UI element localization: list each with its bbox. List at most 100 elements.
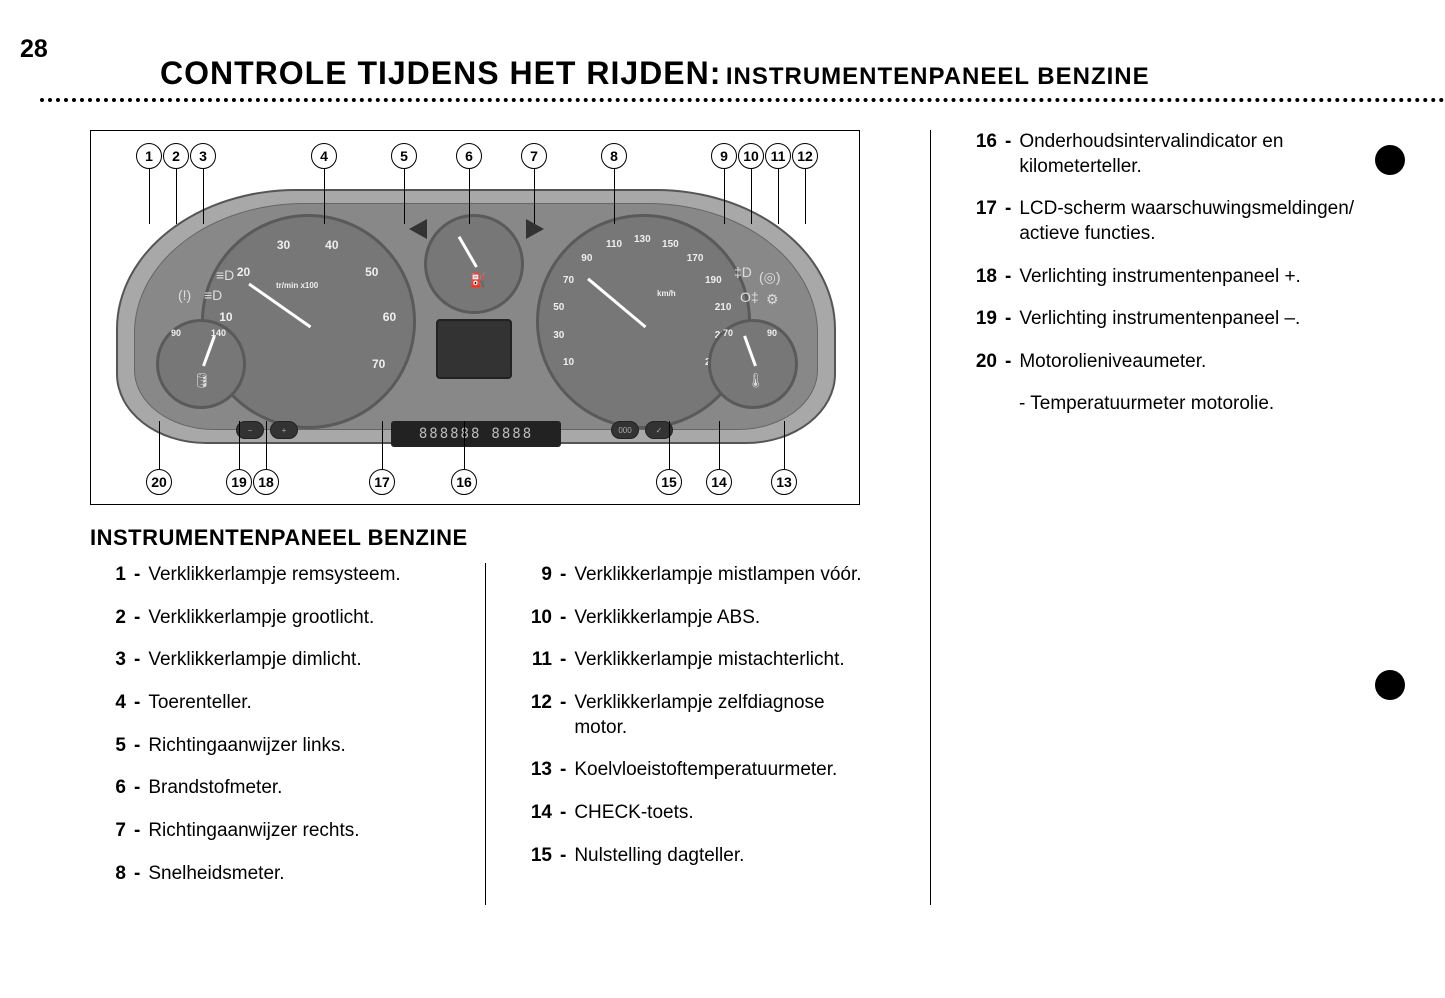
- brightness-plus-button[interactable]: +: [270, 421, 298, 439]
- legend-item-16: 16-Onderhoudsintervalindicator en kilome…: [961, 130, 1405, 179]
- legend-num: 9: [516, 563, 552, 588]
- legend-item-4: 4-Toerenteller.: [90, 691, 485, 716]
- turn-signal-right-icon: [526, 219, 544, 239]
- legend-text: Verklikkerlampje zelfdiagnose motor.: [574, 691, 880, 740]
- legend-item-13: 13-Koelvloeistoftemperatuurmeter.: [516, 758, 880, 783]
- callout-line-2: [176, 169, 177, 224]
- odometer-left: 888888: [419, 426, 482, 442]
- legend-item-8: 8-Snelheidsmeter.: [90, 862, 485, 887]
- tacho-num-70: 70: [372, 357, 385, 371]
- legend-dash: -: [134, 691, 140, 716]
- callout-19: 19: [226, 469, 252, 495]
- tacho-num-50: 50: [365, 265, 378, 279]
- callout-line-5: [404, 169, 405, 224]
- legend-item-1: 1-Verklikkerlampje remsysteem.: [90, 563, 485, 588]
- content-area: 123456789101112 2019181716151413 0102030…: [90, 130, 1405, 905]
- callout-14: 14: [706, 469, 732, 495]
- tacho-num-60: 60: [383, 310, 396, 324]
- legend-dash: -: [560, 606, 566, 631]
- page-number: 28: [20, 35, 48, 64]
- callout-20: 20: [146, 469, 172, 495]
- legend-dash: -: [1005, 130, 1011, 179]
- callout-line-3: [203, 169, 204, 224]
- speedo-unit: km/h: [657, 289, 676, 298]
- legend-num: 19: [961, 307, 997, 332]
- legend-dash: -: [560, 648, 566, 673]
- legend-num: 20: [961, 350, 997, 375]
- legend-num: 10: [516, 606, 552, 631]
- callout-line-8: [614, 169, 615, 224]
- callout-1: 1: [136, 143, 162, 169]
- callout-11: 11: [765, 143, 791, 169]
- page-marker-dot-top: [1375, 145, 1405, 175]
- page-marker-dot-bottom: [1375, 670, 1405, 700]
- legend-item-11: 11-Verklikkerlampje mistachterlicht.: [516, 648, 880, 673]
- callout-6: 6: [456, 143, 482, 169]
- callout-line-7: [534, 169, 535, 224]
- oil-label-b: 140: [211, 328, 226, 338]
- oil-label-a: 90: [171, 328, 181, 338]
- legend-dash: -: [560, 801, 566, 826]
- legend-text: Verklikkerlampje dimlicht.: [148, 648, 361, 673]
- brightness-minus-button[interactable]: −: [236, 421, 264, 439]
- legend-item-3: 3-Verklikkerlampje dimlicht.: [90, 648, 485, 673]
- tachometer-dial: 010203040506070 tr/min x100: [201, 214, 416, 429]
- callout-line-4: [324, 169, 325, 224]
- legend-num: 18: [961, 265, 997, 290]
- brake-warning-icon: (!): [178, 287, 191, 303]
- fuel-icon: ⛽: [469, 272, 486, 289]
- instrument-panel-diagram: 123456789101112 2019181716151413 0102030…: [90, 130, 860, 505]
- left-column: 123456789101112 2019181716151413 0102030…: [90, 130, 890, 905]
- legend-num: 12: [516, 691, 552, 740]
- speedo-num-210: 210: [715, 302, 732, 313]
- odometer-right: 8888: [491, 426, 533, 442]
- right-button-group: 000 ✓: [611, 421, 673, 439]
- temp-label-a: 70: [723, 328, 733, 338]
- trip-reset-button[interactable]: 000: [611, 421, 639, 439]
- legend-dash: -: [1005, 307, 1011, 332]
- callout-15: 15: [656, 469, 682, 495]
- legend-text: Onderhoudsintervalindicator en kilometer…: [1019, 130, 1405, 179]
- tacho-num-20: 20: [237, 265, 250, 279]
- callout-line-15: [669, 421, 670, 469]
- legend-text: Verklikkerlampje mistachterlicht.: [574, 648, 844, 673]
- legend-column-b: 9-Verklikkerlampje mistlampen vóór.10-Ve…: [485, 563, 880, 905]
- legend-dash: -: [134, 776, 140, 801]
- right-column: 16-Onderhoudsintervalindicator en kilome…: [930, 130, 1405, 905]
- legend-num: 14: [516, 801, 552, 826]
- legend-num: 7: [90, 819, 126, 844]
- speedo-num-110: 110: [606, 239, 622, 250]
- legend-num: 4: [90, 691, 126, 716]
- legend-dash: -: [134, 862, 140, 887]
- callout-18: 18: [253, 469, 279, 495]
- tacho-num-10: 10: [219, 310, 232, 324]
- tacho-num-30: 30: [277, 238, 290, 252]
- callout-line-1: [149, 169, 150, 224]
- fog-rear-icon: O‡: [740, 289, 759, 305]
- speedometer-dial: 1030507090110130150170190210230250 km/h: [536, 214, 751, 429]
- legend-num: 2: [90, 606, 126, 631]
- oil-gauge-dial: 90 140 🛢: [156, 319, 246, 409]
- legend-item-6: 6-Brandstofmeter.: [90, 776, 485, 801]
- legend-text: Verklikkerlampje ABS.: [574, 606, 760, 631]
- legend-title: INSTRUMENTENPANEEL BENZINE: [90, 525, 890, 551]
- legend-item-20: 20-Motorolieniveaumeter.: [961, 350, 1405, 375]
- legend-num: 1: [90, 563, 126, 588]
- callout-8: 8: [601, 143, 627, 169]
- callout-line-10: [751, 169, 752, 224]
- legend-sub-item: - Temperatuurmeter motorolie.: [1019, 393, 1405, 415]
- callout-line-20: [159, 421, 160, 469]
- legend-item-2: 2-Verklikkerlampje grootlicht.: [90, 606, 485, 631]
- legend-dash: -: [560, 691, 566, 740]
- temp-gauge-dial: 70 90 🌡: [708, 319, 798, 409]
- speedo-num-170: 170: [687, 253, 704, 264]
- callout-line-18: [266, 421, 267, 469]
- speedo-num-150: 150: [662, 239, 679, 250]
- legend-item-17: 17-LCD-scherm waarschuwingsmeldingen/ ac…: [961, 197, 1405, 246]
- page-title: CONTROLE TIJDENS HET RIJDEN: INSTRUMENTE…: [160, 55, 1405, 92]
- legend-item-5: 5-Richtingaanwijzer links.: [90, 734, 485, 759]
- legend-dash: -: [560, 758, 566, 783]
- callout-line-6: [469, 169, 470, 224]
- speedo-num-130: 130: [634, 234, 651, 245]
- callout-2: 2: [163, 143, 189, 169]
